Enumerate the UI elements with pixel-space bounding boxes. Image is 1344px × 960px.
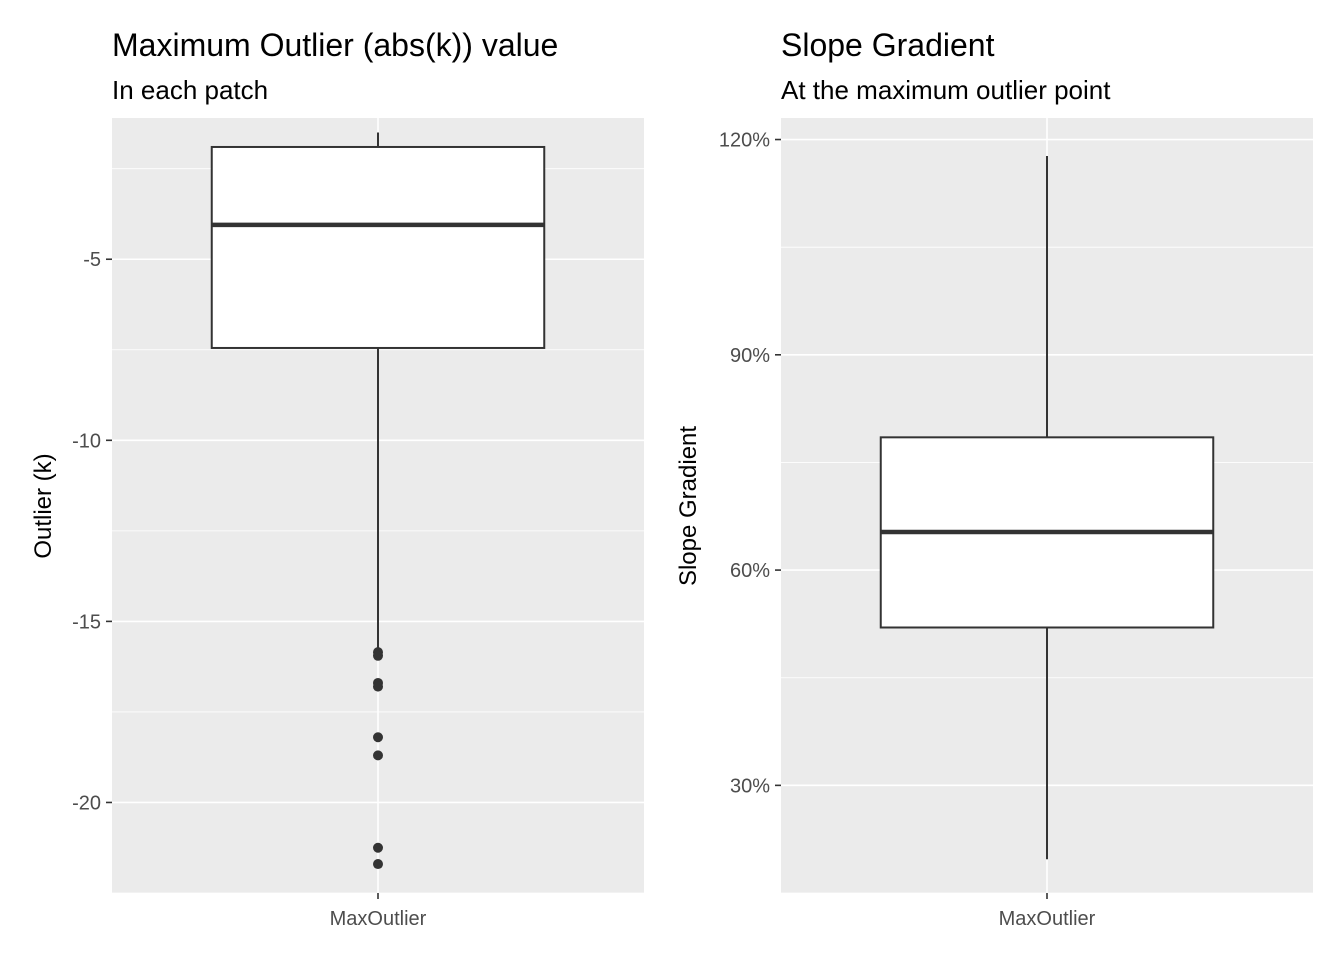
panel-left: Maximum Outlier (abs(k)) value In each p… xyxy=(30,27,644,930)
left-axes: -5 -10 -15 -20 MaxOutlier xyxy=(72,249,427,930)
right-plot-marks xyxy=(879,156,1215,860)
y-tick-label: -5 xyxy=(83,249,101,271)
y-tick-label: 60% xyxy=(730,560,770,582)
right-chart-title: Slope Gradient xyxy=(781,27,995,63)
outlier-point xyxy=(373,859,383,870)
right-y-axis-label: Slope Gradient xyxy=(675,426,702,586)
y-tick-label: 30% xyxy=(730,775,770,797)
left-plot-marks xyxy=(210,132,546,870)
outlier-point xyxy=(373,650,383,661)
left-chart-subtitle: In each patch xyxy=(112,75,268,105)
y-tick-label: 90% xyxy=(730,345,770,367)
right-chart-subtitle: At the maximum outlier point xyxy=(781,75,1111,105)
panel-right: Slope Gradient At the maximum outlier po… xyxy=(675,27,1313,930)
y-tick-label: 120% xyxy=(719,130,770,152)
outlier-point xyxy=(373,842,383,853)
outlier-point xyxy=(373,681,383,692)
box-iqr xyxy=(210,145,546,349)
y-tick-label: -10 xyxy=(72,430,101,452)
outlier-point xyxy=(373,750,383,761)
y-tick-label: -20 xyxy=(72,792,101,814)
left-y-axis-label: Outlier (k) xyxy=(30,453,57,558)
outlier-point xyxy=(373,732,383,743)
left-chart-title: Maximum Outlier (abs(k)) value xyxy=(112,27,558,63)
right-axes: 30% 60% 90% 120% MaxOutlier xyxy=(719,130,1096,930)
y-tick-label: -15 xyxy=(72,611,101,633)
x-tick-label: MaxOutlier xyxy=(330,908,427,930)
x-tick-label: MaxOutlier xyxy=(999,908,1096,930)
